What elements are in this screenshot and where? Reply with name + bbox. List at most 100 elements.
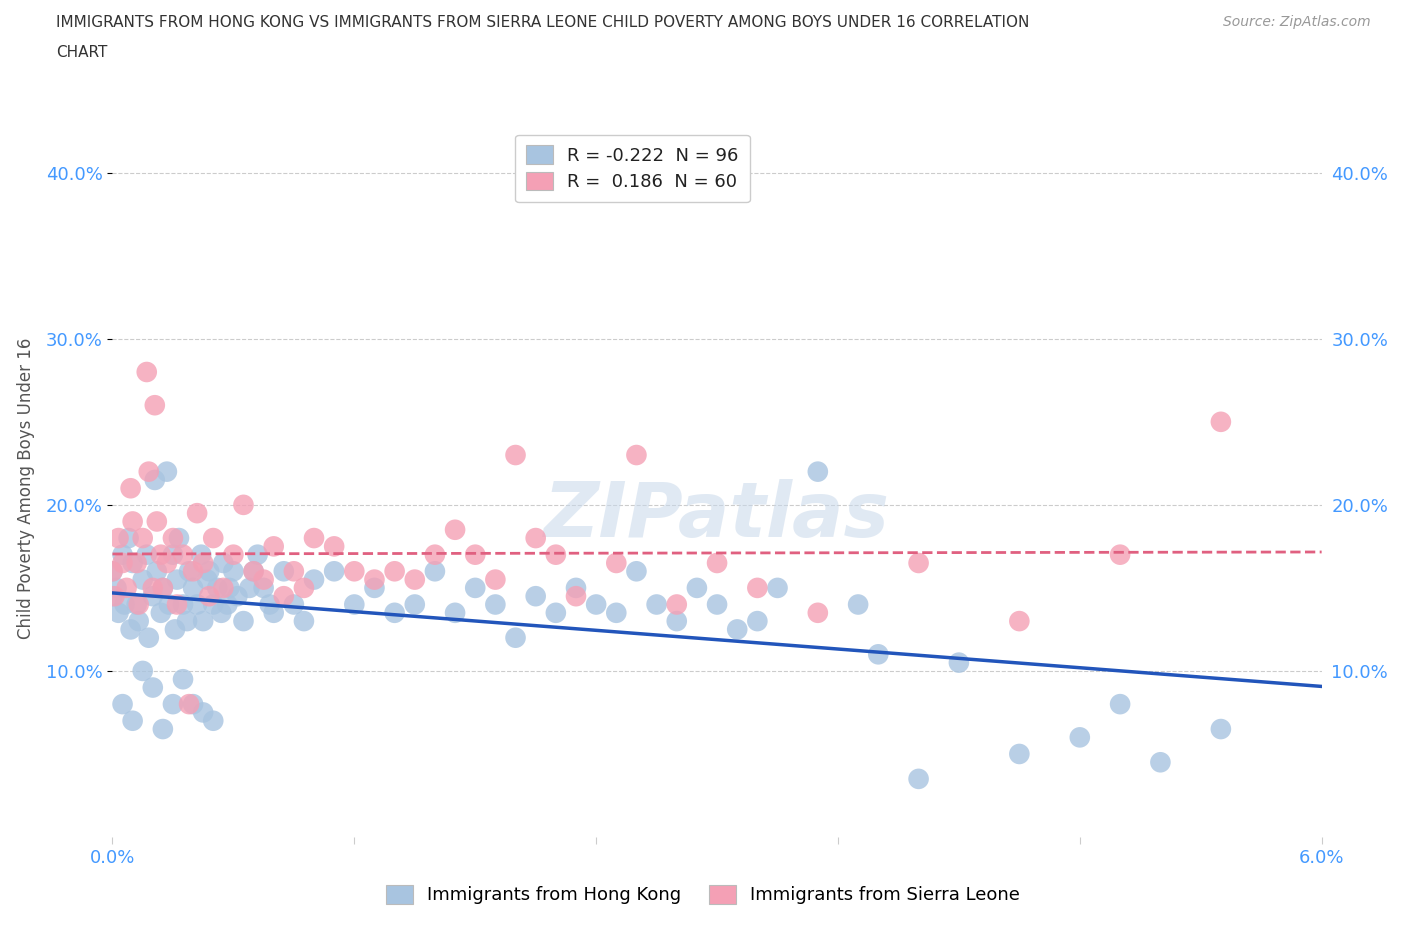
Point [114, 597, 136, 612]
Point [120, 622, 142, 637]
Point [907, 555, 929, 570]
Point [209, 605, 232, 620]
Point [186, 506, 208, 521]
Point [238, 580, 260, 595]
Point [162, 531, 184, 546]
Point [259, 597, 281, 612]
Point [384, 605, 406, 620]
Point [121, 713, 143, 728]
Point [142, 680, 165, 695]
Point [807, 464, 830, 479]
Point [404, 572, 426, 587]
Point [505, 447, 527, 462]
Text: Source: ZipAtlas.com: Source: ZipAtlas.com [1223, 15, 1371, 29]
Point [135, 547, 157, 562]
Point [128, 597, 150, 612]
Point [766, 580, 789, 595]
Point [191, 705, 215, 720]
Point [404, 597, 426, 612]
Point [242, 564, 264, 578]
Text: IMMIGRANTS FROM HONG KONG VS IMMIGRANTS FROM SIERRA LEONE CHILD POVERTY AMONG BO: IMMIGRANTS FROM HONG KONG VS IMMIGRANTS … [56, 15, 1029, 30]
Point [343, 597, 366, 612]
Point [222, 547, 245, 562]
Point [1109, 547, 1132, 562]
Point [444, 523, 467, 538]
Point [706, 555, 728, 570]
Point [263, 539, 285, 554]
Point [167, 531, 190, 546]
Point [524, 531, 547, 546]
Point [706, 597, 728, 612]
Point [253, 580, 276, 595]
Point [544, 547, 567, 562]
Point [283, 597, 305, 612]
Point [202, 531, 225, 546]
Point [152, 722, 174, 737]
Point [121, 555, 143, 570]
Point [585, 597, 607, 612]
Point [212, 580, 235, 595]
Point [948, 656, 970, 671]
Point [207, 580, 229, 595]
Point [217, 597, 239, 612]
Point [807, 605, 830, 620]
Point [202, 597, 225, 612]
Point [152, 580, 174, 595]
Point [242, 564, 264, 578]
Point [323, 539, 346, 554]
Point [363, 580, 385, 595]
Point [218, 580, 240, 595]
Point [263, 605, 285, 620]
Point [146, 514, 169, 529]
Point [162, 697, 184, 711]
Point [484, 597, 506, 612]
Point [162, 547, 184, 562]
Point [665, 597, 688, 612]
Point [107, 531, 129, 546]
Point [156, 464, 179, 479]
Point [363, 572, 385, 587]
Point [181, 697, 204, 711]
Point [524, 589, 547, 604]
Point [565, 589, 588, 604]
Point [725, 622, 748, 637]
Point [143, 472, 166, 487]
Point [686, 580, 709, 595]
Point [111, 697, 134, 711]
Point [149, 605, 172, 620]
Point [103, 589, 125, 604]
Point [111, 555, 134, 570]
Point [626, 447, 648, 462]
Point [128, 614, 150, 629]
Point [149, 547, 172, 562]
Point [605, 555, 627, 570]
Point [384, 564, 406, 578]
Point [747, 614, 769, 629]
Point [302, 572, 325, 587]
Point [138, 631, 160, 645]
Point [444, 605, 467, 620]
Point [111, 547, 134, 562]
Text: CHART: CHART [56, 45, 108, 60]
Point [302, 531, 325, 546]
Point [125, 555, 148, 570]
Point [132, 572, 155, 587]
Point [105, 580, 128, 595]
Point [115, 580, 138, 595]
Legend: R = -0.222  N = 96, R =  0.186  N = 60: R = -0.222 N = 96, R = 0.186 N = 60 [515, 135, 749, 202]
Point [176, 614, 198, 629]
Point [222, 564, 245, 578]
Point [343, 564, 366, 578]
Point [1209, 722, 1232, 737]
Point [645, 597, 668, 612]
Point [138, 464, 160, 479]
Point [464, 547, 486, 562]
Point [605, 605, 627, 620]
Point [142, 580, 165, 595]
Point [423, 564, 446, 578]
Point [177, 697, 200, 711]
Point [505, 631, 527, 645]
Point [186, 597, 208, 612]
Point [292, 580, 315, 595]
Point [565, 580, 588, 595]
